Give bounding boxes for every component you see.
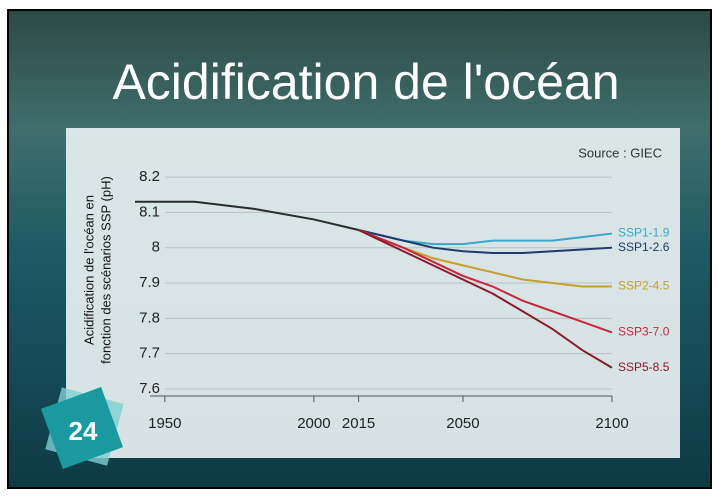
page: Acidification de l'océan Source : GIEC A… <box>0 0 719 493</box>
slide-title: Acidification de l'océan <box>112 54 619 110</box>
series-label: SSP5-8.5 <box>618 360 670 374</box>
y-axis-title-line: Acidification de l'océan en <box>81 195 96 345</box>
y-axis-title-line: fonction des scénarios SSP (pH) <box>98 176 113 364</box>
source-note: Source : GIEC <box>578 145 662 160</box>
y-tick-label: 8.2 <box>139 168 160 185</box>
series-label: SSP1-2.6 <box>618 240 670 254</box>
x-tick-label: 2000 <box>297 415 330 432</box>
x-tick-label: 2050 <box>446 415 479 432</box>
y-tick-label: 8 <box>152 239 160 256</box>
y-tick-label: 7.7 <box>139 345 160 362</box>
slide: Acidification de l'océan Source : GIEC A… <box>0 0 719 493</box>
y-tick-label: 7.8 <box>139 309 160 326</box>
slide-number: 24 <box>69 416 98 446</box>
series-label: SSP1-1.9 <box>618 226 670 240</box>
y-tick-label: 8.1 <box>139 203 160 220</box>
series-label: SSP3-7.0 <box>618 325 670 339</box>
series-label: SSP2-4.5 <box>618 279 670 293</box>
x-tick-label: 1950 <box>148 415 181 432</box>
x-tick-label: 2100 <box>595 415 628 432</box>
y-tick-label: 7.6 <box>139 380 160 397</box>
y-tick-label: 7.9 <box>139 274 160 291</box>
x-tick-label: 2015 <box>342 415 375 432</box>
